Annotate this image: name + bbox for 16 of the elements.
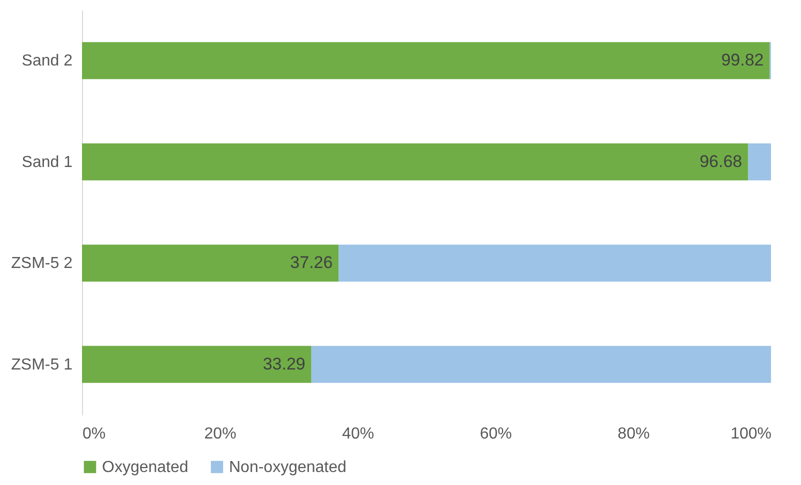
- x-tick-label: 20%: [204, 426, 236, 442]
- data-label: 96.68: [700, 152, 742, 171]
- data-label: 37.26: [290, 253, 333, 272]
- data-label: 99.82: [721, 50, 764, 70]
- y-tick-label: ZSM-5 1: [11, 356, 73, 374]
- x-tick-label: 100%: [730, 426, 772, 442]
- x-tick-label: 40%: [342, 426, 374, 442]
- y-tick-label: Sand 2: [22, 52, 73, 70]
- data-label: 33.29: [262, 354, 306, 374]
- y-tick-label: ZSM-5 2: [11, 255, 73, 272]
- x-tick-label: 60%: [480, 426, 512, 442]
- x-tick-label: 80%: [618, 426, 650, 442]
- x-tick-label: 0%: [82, 426, 106, 442]
- legend-label: Non-oxygenated: [229, 459, 346, 476]
- legend-label: Oxygenated: [102, 459, 188, 476]
- y-tick-label: Sand 1: [22, 154, 73, 171]
